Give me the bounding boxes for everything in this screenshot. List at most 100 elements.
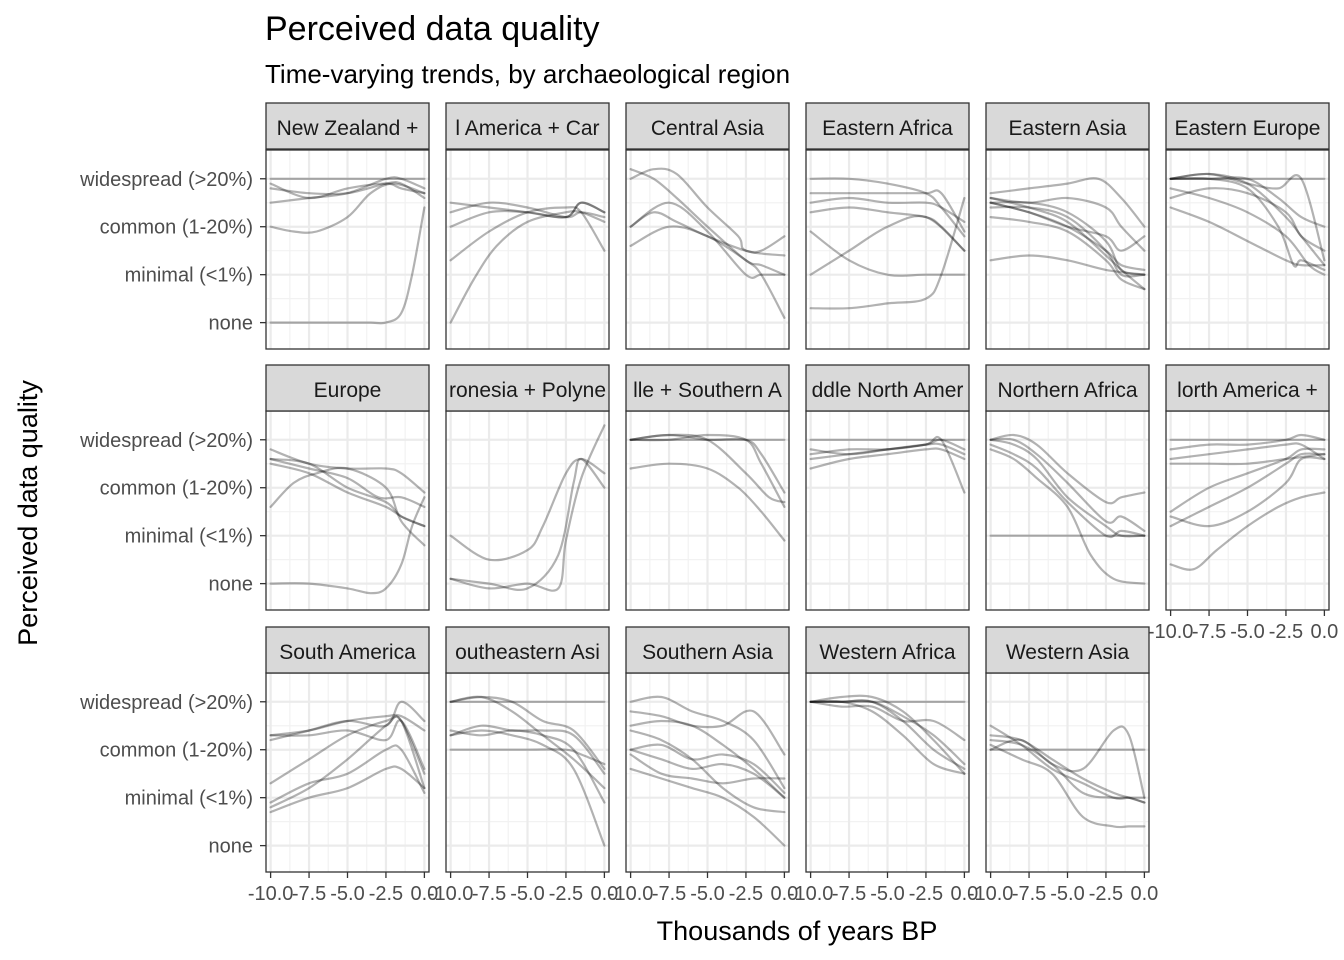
- series-line: [1169, 452, 1326, 528]
- series-line: [809, 215, 966, 276]
- strip-label: Eastern Europe: [1175, 117, 1321, 140]
- facet-panel: Eastern Africa: [805, 102, 970, 350]
- x-tick-label: -10.0: [428, 883, 474, 905]
- series-line: [1169, 447, 1326, 513]
- strip-label: Southern Asia: [642, 641, 773, 664]
- strip-background: [445, 102, 610, 150]
- series-line: [629, 767, 786, 847]
- y-tick-label: widespread (>20%): [79, 692, 253, 714]
- x-tick-label: 0.0: [1310, 621, 1338, 643]
- series-line: [809, 435, 966, 494]
- series-line: [629, 168, 786, 276]
- series-line: [269, 496, 426, 595]
- x-tick-label: -5.0: [690, 883, 724, 905]
- panel-border: [1165, 149, 1330, 350]
- series-group: [449, 201, 606, 324]
- series-line: [989, 739, 1146, 804]
- series-line: [1169, 176, 1326, 271]
- series-line: [269, 765, 426, 814]
- strip-label: Eastern Africa: [822, 117, 953, 140]
- series-line: [1169, 187, 1326, 276]
- series-group: [629, 167, 786, 319]
- strip-label: Northern Africa: [997, 379, 1137, 402]
- y-tick-label: none: [209, 836, 254, 858]
- series-line: [809, 699, 966, 775]
- series-line: [989, 196, 1146, 291]
- strip-background: [1165, 364, 1330, 412]
- series-line: [629, 709, 786, 756]
- panel-border: [445, 149, 610, 350]
- series-line: [269, 181, 426, 200]
- x-tick-label: -7.5: [1012, 883, 1046, 905]
- series-line: [269, 457, 426, 508]
- strip-label: South America: [279, 641, 416, 664]
- panel-border: [805, 149, 970, 350]
- facet-panel: ronesia + Polyne: [445, 364, 610, 611]
- series-group: [989, 177, 1146, 291]
- panel-border: [985, 149, 1150, 350]
- x-tick-label: -10.0: [968, 883, 1014, 905]
- series-line: [629, 433, 786, 494]
- chart-subtitle: Time-varying trends, by archaeological r…: [265, 59, 790, 89]
- strip-label: Central Asia: [651, 117, 765, 140]
- facet-panel: Western Asia -10.0-7.5 -5.0 -2.5 0.0: [968, 626, 1158, 905]
- strip-label: ddle North Amer: [812, 379, 964, 402]
- x-tick-label: -7.5: [1192, 621, 1226, 643]
- series-line: [1169, 491, 1326, 571]
- strip-background: [985, 364, 1150, 412]
- series-line: [269, 182, 426, 234]
- series-line: [449, 724, 606, 775]
- x-tick-label: -10.0: [248, 883, 294, 905]
- series-line: [809, 196, 966, 310]
- series-line: [629, 225, 786, 319]
- series-line: [269, 176, 426, 204]
- series-line: [449, 457, 606, 562]
- series-line: [629, 433, 786, 508]
- facet-panel: South America none minimal (<1%) common (1-…: [79, 626, 438, 905]
- series-line: [449, 695, 606, 770]
- series-group: [809, 435, 966, 494]
- series-line: [449, 457, 606, 591]
- strip-label: Western Asia: [1006, 641, 1130, 664]
- strip-label: outheastern Asi: [455, 641, 600, 664]
- x-tick-label: -10.0: [608, 883, 654, 905]
- series-line: [1169, 172, 1326, 262]
- facet-panel: lorth America + -10.0-7.5 -5.0 -2.5 0.0: [1148, 364, 1338, 643]
- strip-background: [265, 626, 430, 674]
- series-line: [989, 433, 1146, 505]
- series-group: [629, 695, 786, 847]
- series-group: [449, 695, 606, 847]
- facet-panel: Eastern Asia: [985, 102, 1150, 350]
- series-line: [449, 729, 606, 847]
- series-group: [989, 433, 1146, 585]
- series-line: [989, 254, 1146, 276]
- series-line: [629, 433, 786, 504]
- series-line: [269, 700, 426, 742]
- series-group: [269, 700, 426, 814]
- y-tick-label: common (1-20%): [100, 740, 253, 762]
- y-tick-label: minimal (<1%): [125, 788, 253, 810]
- series-line: [809, 442, 966, 456]
- x-tick-label: 0.0: [410, 883, 438, 905]
- series-line: [269, 715, 426, 785]
- series-line: [809, 694, 966, 775]
- series-line: [629, 743, 786, 794]
- series-group: [449, 424, 606, 592]
- series-line: [989, 196, 1146, 252]
- x-tick-label: -10.0: [788, 883, 834, 905]
- series-line: [989, 201, 1146, 271]
- series-line: [809, 699, 966, 766]
- x-tick-label: 0.0: [770, 883, 798, 905]
- series-line: [1169, 442, 1326, 461]
- series-group: [269, 448, 426, 595]
- strip-background: [265, 102, 430, 150]
- strip-label: Europe: [314, 379, 382, 402]
- series-line: [989, 177, 1146, 228]
- strip-background: [805, 364, 970, 412]
- series-group: [269, 176, 426, 325]
- x-tick-label: -5.0: [510, 883, 544, 905]
- x-tick-label: -5.0: [1230, 621, 1264, 643]
- series-line: [989, 200, 1146, 276]
- series-line: [629, 462, 786, 542]
